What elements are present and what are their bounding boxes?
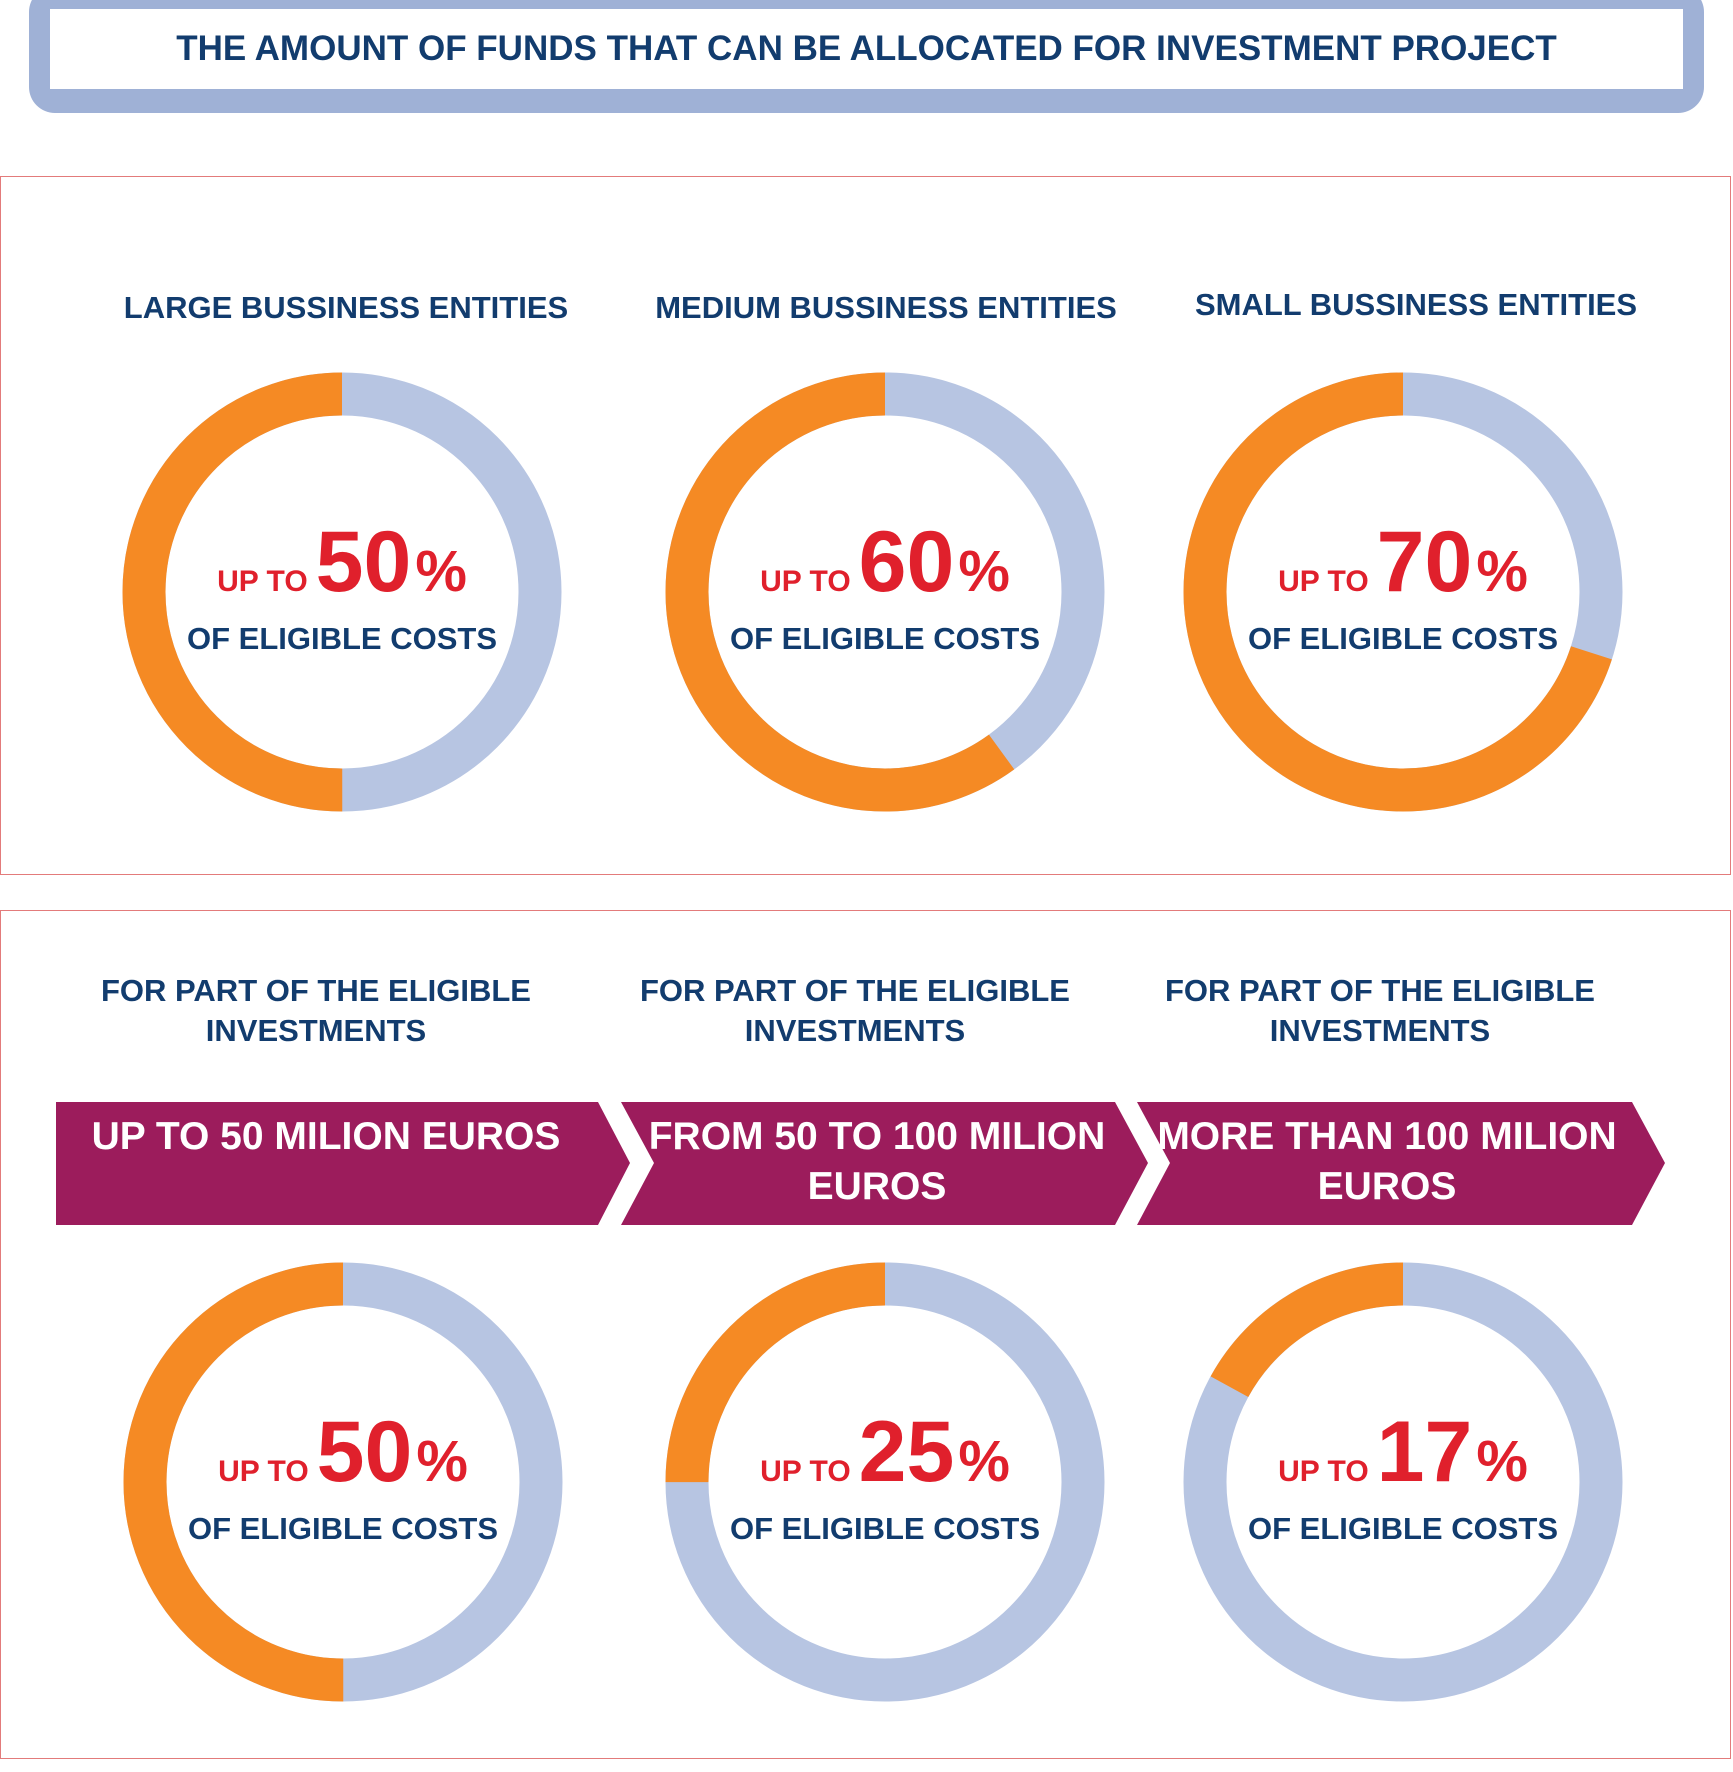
donut-ring	[122, 372, 562, 812]
up-to-label: UP TO	[1278, 1455, 1369, 1488]
donut-tier-3: UP TO 17 % OF ELIGIBLE COSTS	[1178, 1257, 1628, 1707]
band-arrow-1	[56, 1102, 630, 1225]
donut-ring	[665, 372, 1105, 812]
band-arrow-2	[621, 1102, 1148, 1225]
percent-sign: %	[1476, 539, 1528, 604]
up-to-label: UP TO	[218, 1455, 309, 1488]
band-text-3: MORE THAN 100 MILION EUROS	[1157, 1115, 1617, 1208]
eligible-costs-caption: OF ELIGIBLE COSTS	[1247, 1511, 1558, 1546]
band-text-1: UP TO 50 MILION EUROS	[91, 1115, 561, 1158]
up-to-label: UP TO	[217, 565, 308, 598]
percent-value: 70	[1376, 514, 1473, 610]
donut-ring	[665, 1262, 1105, 1702]
percent-sign: %	[958, 539, 1010, 604]
up-to-label: UP TO	[760, 565, 851, 598]
percent-value: 17	[1376, 1404, 1473, 1500]
donut-share-arc	[665, 372, 1105, 812]
band-arrow-3	[1137, 1102, 1665, 1225]
band-text-2: FROM 50 TO 100 MILION EUROS	[648, 1115, 1106, 1208]
donut-medium: UP TO 60 % OF ELIGIBLE COSTS	[660, 367, 1110, 817]
eligible-costs-caption: OF ELIGIBLE COSTS	[729, 1511, 1040, 1546]
percent-value: 25	[858, 1404, 955, 1500]
donut-ring	[1183, 372, 1623, 812]
percent-value: 50	[315, 514, 412, 610]
eligible-costs-caption: OF ELIGIBLE COSTS	[186, 621, 497, 656]
tier-label-2: FOR PART OF THE ELIGIBLE INVESTMENTS	[640, 973, 1070, 1048]
up-to-label: UP TO	[760, 1455, 851, 1488]
donut-share-arc	[665, 1262, 1105, 1702]
eligible-costs-caption: OF ELIGIBLE COSTS	[187, 1511, 498, 1546]
tier-label-3: FOR PART OF THE ELIGIBLE INVESTMENTS	[1165, 973, 1595, 1048]
donut-share-arc	[123, 1262, 563, 1702]
title-frame: THE AMOUNT OF FUNDS THAT CAN BE ALLOCATE…	[29, 0, 1704, 113]
tier-label-1: FOR PART OF THE ELIGIBLE INVESTMENTS	[101, 973, 531, 1048]
entity-label-large: LARGE BUSSINESS ENTITIES	[123, 290, 569, 325]
donut-share-arc	[1183, 372, 1623, 812]
donut-share-arc	[122, 372, 562, 812]
donut-ring	[1183, 1262, 1623, 1702]
percent-value: 50	[316, 1404, 413, 1500]
percent-sign: %	[415, 539, 467, 604]
up-to-label: UP TO	[1278, 565, 1369, 598]
entity-label-small: SMALL BUSSINESS ENTITIES	[1194, 287, 1638, 322]
donut-small: UP TO 70 % OF ELIGIBLE COSTS	[1178, 367, 1628, 817]
donut-ring	[123, 1262, 563, 1702]
donut-tier-1: UP TO 50 % OF ELIGIBLE COSTS	[118, 1257, 568, 1707]
percent-sign: %	[416, 1429, 468, 1494]
entities-panel	[0, 176, 1731, 875]
tiers-panel	[0, 910, 1731, 1759]
donut-tier-2: UP TO 25 % OF ELIGIBLE COSTS	[660, 1257, 1110, 1707]
percent-sign: %	[1476, 1429, 1528, 1494]
eligible-costs-caption: OF ELIGIBLE COSTS	[729, 621, 1040, 656]
donut-large: UP TO 50 % OF ELIGIBLE COSTS	[117, 367, 567, 817]
percent-sign: %	[958, 1429, 1010, 1494]
percent-value: 60	[858, 514, 955, 610]
entity-label-medium: MEDIUM BUSSINESS ENTITIES	[655, 290, 1117, 325]
donut-share-arc	[1183, 1262, 1623, 1702]
eligible-costs-caption: OF ELIGIBLE COSTS	[1247, 621, 1558, 656]
page-title: THE AMOUNT OF FUNDS THAT CAN BE ALLOCATE…	[50, 9, 1683, 89]
